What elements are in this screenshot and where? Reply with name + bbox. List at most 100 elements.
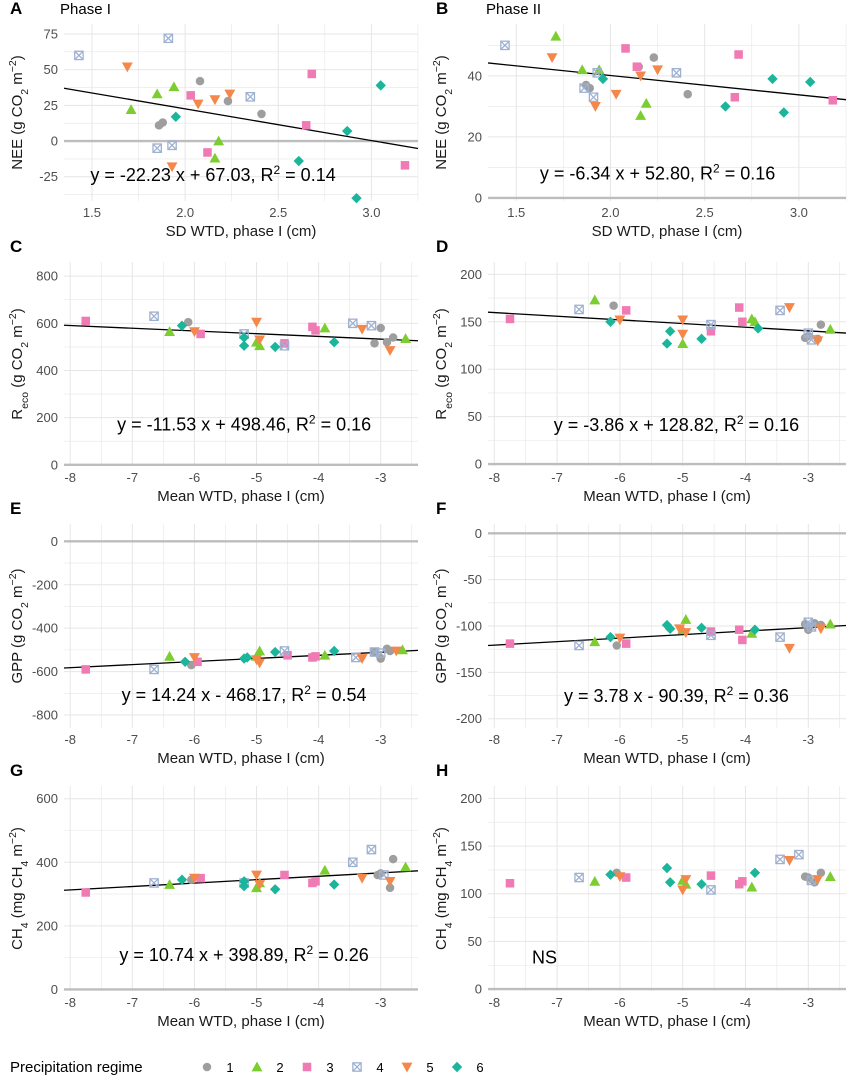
panel-letter: F (436, 499, 446, 518)
data-point (400, 861, 412, 872)
data-point (661, 862, 673, 874)
data-point (664, 326, 676, 337)
data-point (635, 71, 647, 82)
x-tick-label: -3 (803, 732, 815, 747)
x-tick-label: -7 (127, 470, 139, 485)
legend-item-6: 6 (451, 1060, 484, 1075)
panel-b: 1.5 2.0 2.5 3.0 0 20 40 SD WTD, phase I (cm) NEE… (431, 0, 847, 240)
x-tick-label: -7 (551, 470, 563, 485)
data-point (621, 873, 631, 882)
x-tick-label: -8 (488, 732, 500, 747)
data-point (328, 336, 340, 348)
x-tick-label: -5 (251, 470, 263, 485)
panel-a: 1.5 2.0 2.5 3.0 -25 0 25 50 75 SD WTD, phase I (c… (7, 0, 419, 240)
data-point (238, 340, 250, 351)
y-tick-label: 800 (36, 269, 58, 284)
data-point (589, 294, 601, 305)
data-point (794, 849, 804, 860)
legend-marker-icon (451, 1061, 463, 1073)
data-point (125, 104, 137, 115)
data-point (301, 121, 311, 130)
panel-letter: A (10, 0, 22, 18)
y-axis-label: NEE (g CO2 m−2) (431, 55, 455, 170)
y-tick-label: 50 (468, 934, 482, 949)
data-point (720, 101, 731, 112)
data-point (749, 867, 761, 878)
data-point (319, 649, 331, 660)
data-point (376, 323, 386, 333)
data-point (242, 652, 253, 663)
data-point (505, 878, 515, 888)
data-point (816, 868, 826, 878)
y-tick-label: 0 (475, 526, 482, 541)
panel-h: -8 -7 -6 -5 -4 -3 0 50 100 150 200 Mean WTD, phase … (431, 761, 846, 1030)
y-tick-label: 50 (468, 409, 482, 424)
x-tick-label: -4 (740, 732, 752, 747)
data-point (816, 320, 826, 329)
data-point (824, 871, 836, 881)
y-tick-label: 50 (44, 62, 58, 77)
data-point (311, 652, 320, 661)
data-point (193, 657, 202, 667)
data-point (767, 73, 778, 85)
data-point (121, 62, 133, 73)
y-tick-label: 600 (36, 791, 58, 806)
legend-label: 3 (326, 1060, 333, 1075)
data-point (257, 109, 266, 119)
regression-equation: y = 10.74 x + 398.89, R2 = 0.26 (119, 943, 368, 965)
data-point (671, 68, 682, 78)
data-point (574, 640, 584, 651)
gridlines (64, 262, 418, 466)
data-point (683, 89, 692, 99)
data-point (151, 88, 163, 99)
legend-marker-icon (302, 1062, 312, 1072)
x-tick-label: -4 (740, 995, 752, 1010)
data-point (664, 623, 676, 634)
y-tick-label: -400 (32, 621, 58, 636)
data-point (784, 643, 795, 654)
phase-label: Phase II (486, 1, 541, 18)
data-point (664, 877, 676, 888)
panel-d: -8 -7 -6 -5 -4 -3 0 50 100 150 200 Mean WTD, phase … (431, 237, 847, 505)
data-point (592, 68, 603, 78)
data-point (640, 97, 652, 108)
data-points (81, 844, 412, 897)
data-points (74, 33, 410, 204)
x-tick-label: -8 (64, 732, 76, 747)
data-point (505, 639, 515, 648)
data-point (738, 317, 747, 327)
data-point (164, 326, 176, 336)
regression-equation: y = 3.78 x - 90.39, R2 = 0.36 (564, 684, 789, 706)
data-point (176, 874, 188, 885)
data-point (677, 329, 689, 340)
data-point (251, 317, 262, 328)
y-tick-label: 150 (460, 314, 482, 329)
x-tick-label: -5 (251, 995, 263, 1010)
data-point (824, 323, 836, 334)
y-tick-label: -600 (32, 664, 58, 679)
y-tick-label: 200 (460, 267, 482, 282)
data-point (149, 878, 159, 888)
data-point (196, 873, 205, 883)
data-point (632, 62, 642, 71)
data-point (696, 333, 707, 345)
data-point (279, 340, 290, 351)
data-point (775, 854, 785, 865)
data-point (400, 161, 410, 170)
data-point (784, 856, 795, 866)
data-point (775, 305, 785, 316)
data-point (385, 883, 395, 892)
data-point (311, 877, 320, 886)
y-tick-label: 0 (51, 534, 58, 549)
regression-line (63, 324, 419, 342)
phase-label: Phase I (60, 1, 111, 18)
data-point (366, 320, 377, 331)
x-axis-label: SD WTD, phase I (cm) (166, 223, 317, 240)
x-axis-label: Mean WTD, phase I (cm) (583, 488, 751, 505)
y-tick-label: 200 (36, 410, 58, 425)
data-point (279, 646, 290, 656)
y-tick-label: -100 (456, 619, 482, 634)
data-point (696, 622, 707, 634)
data-point (614, 315, 626, 326)
